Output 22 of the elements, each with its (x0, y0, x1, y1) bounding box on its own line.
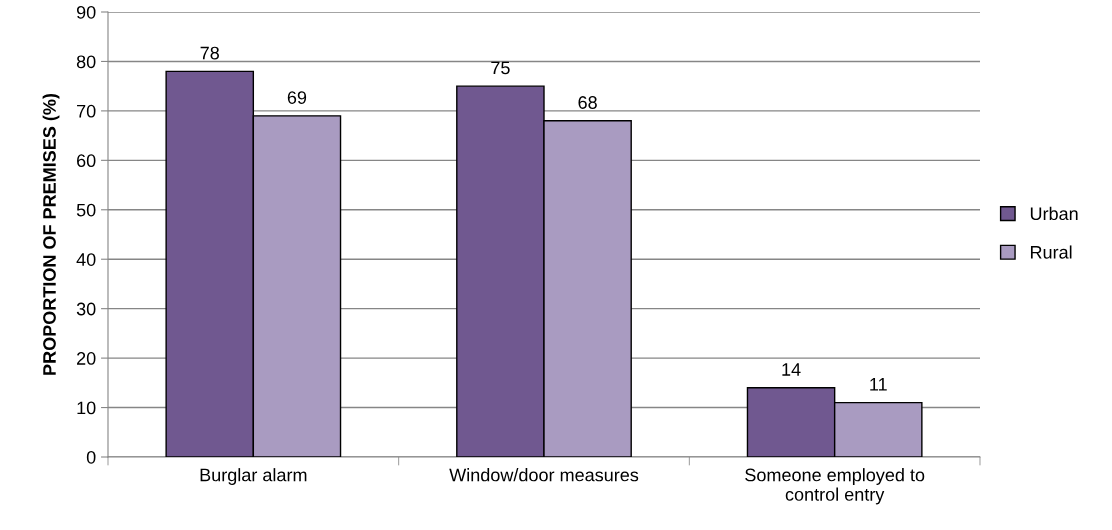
y-tick-label: 50 (76, 203, 96, 217)
x-tick-label: Someone employed to control entry (745, 468, 925, 505)
data-label: 75 (491, 61, 510, 75)
data-label: 69 (287, 91, 307, 104)
y-tick-label: 70 (77, 104, 96, 118)
x-tick-label: Burglar alarm (200, 468, 307, 485)
legend-label: Rural (1030, 245, 1072, 259)
y-tick-label: 90 (76, 5, 96, 19)
y-tick-label: 60 (77, 154, 96, 168)
data-label: 11 (870, 378, 887, 391)
y-tick-label: 0 (86, 450, 96, 464)
data-label: 14 (782, 363, 801, 376)
y-tick-label: 10 (77, 401, 96, 415)
data-label: 68 (578, 96, 597, 109)
x-tick-label: Window/door measures (449, 468, 639, 482)
y-tick-label: 80 (76, 55, 96, 69)
y-tick-label: 20 (77, 352, 96, 365)
legend-label: Urban (1030, 206, 1078, 221)
y-tick-label: 40 (76, 253, 96, 266)
data-label: 78 (200, 46, 219, 60)
y-tick-label: 30 (76, 302, 96, 316)
y-axis-title: PROPORTION OF PREMISES (%) (42, 93, 60, 375)
